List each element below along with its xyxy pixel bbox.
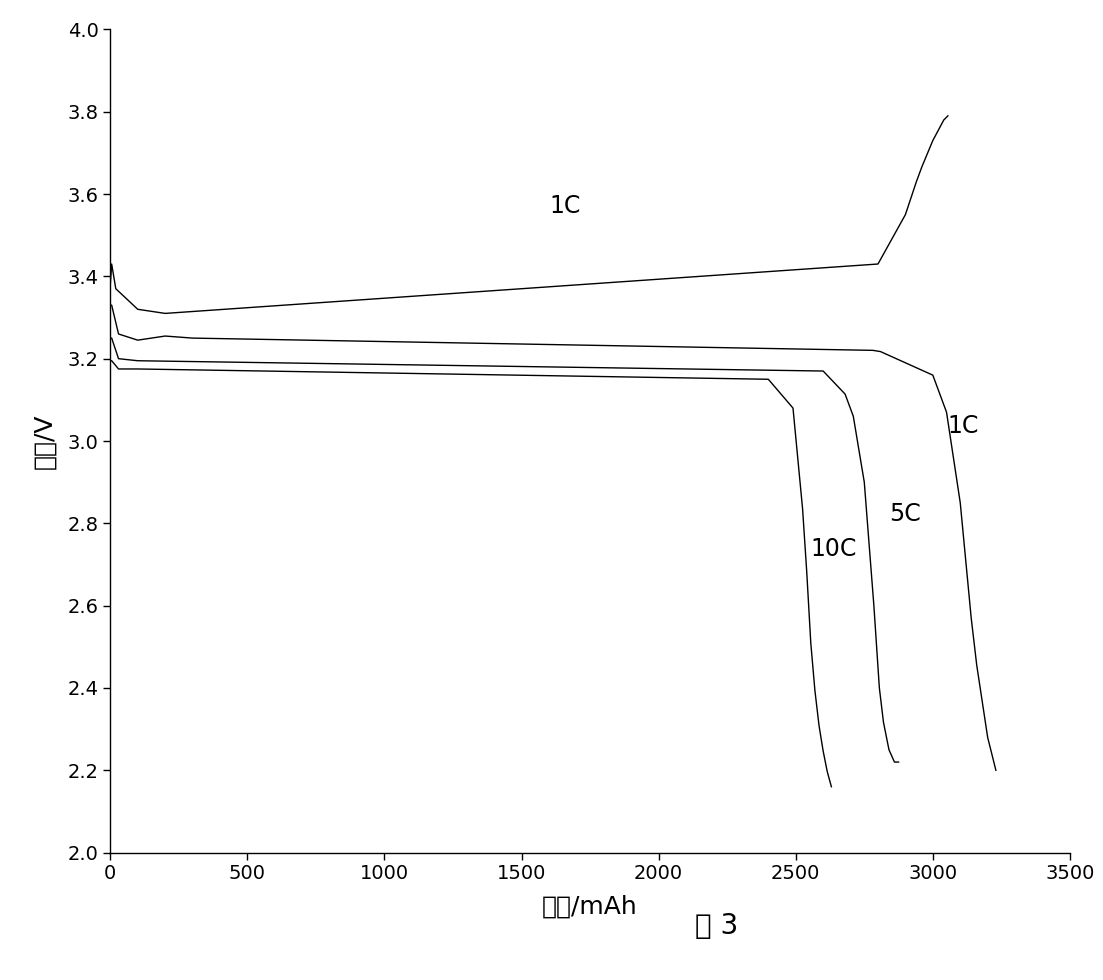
Text: 10C: 10C [811,537,857,562]
Text: 图 3: 图 3 [695,912,739,940]
Text: 5C: 5C [889,503,921,526]
Text: 1C: 1C [947,414,979,438]
Text: 1C: 1C [549,194,580,218]
Y-axis label: 电压/V: 电压/V [32,414,56,468]
X-axis label: 容量/mAh: 容量/mAh [543,895,638,918]
